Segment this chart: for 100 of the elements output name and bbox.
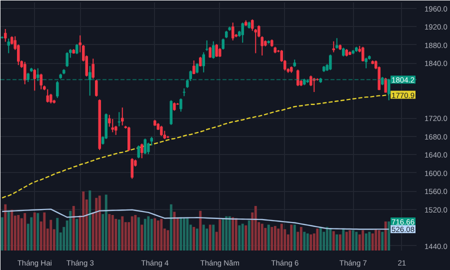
bar	[329, 228, 332, 250]
candlestick	[260, 36, 264, 56]
line-series	[2, 208, 390, 230]
bar	[280, 224, 283, 250]
bar	[225, 216, 228, 250]
bar	[121, 216, 124, 250]
bar	[371, 233, 374, 250]
bar	[199, 210, 202, 250]
bar	[10, 210, 14, 250]
bar	[310, 234, 312, 250]
bar	[4, 204, 7, 250]
bar	[182, 217, 186, 250]
candlestick	[332, 40, 336, 53]
candlestick	[75, 44, 78, 55]
bar	[378, 230, 380, 250]
candlestick	[384, 77, 388, 93]
bar	[118, 220, 120, 250]
candlestick	[192, 60, 196, 75]
candlestick	[222, 38, 225, 50]
bar	[358, 234, 361, 250]
bar	[388, 221, 390, 250]
bar	[186, 218, 189, 250]
candlestick	[170, 100, 173, 126]
bar	[290, 224, 293, 250]
bar	[170, 204, 172, 250]
bar	[111, 214, 114, 250]
bar	[150, 218, 153, 250]
bar	[36, 213, 40, 250]
bar	[76, 218, 78, 250]
candlestick	[94, 79, 98, 98]
bar	[352, 230, 354, 250]
bar	[202, 224, 205, 250]
bar	[160, 218, 163, 250]
bar	[384, 221, 387, 250]
candlestick	[56, 80, 59, 98]
bar	[355, 232, 358, 250]
bar	[0, 217, 4, 250]
bar	[300, 226, 302, 250]
bar	[134, 214, 137, 250]
bar	[114, 218, 118, 250]
candlestick	[111, 118, 114, 133]
bar	[362, 230, 364, 250]
candlestick	[130, 158, 134, 180]
candlestick	[7, 38, 10, 54]
candlestick	[328, 54, 332, 71]
candlestick	[231, 22, 234, 41]
bar	[206, 228, 208, 250]
bar	[7, 212, 10, 250]
bar	[72, 206, 75, 250]
bar	[180, 217, 182, 250]
candlestick	[215, 44, 218, 58]
bar	[368, 232, 371, 250]
candlestick	[40, 73, 43, 90]
bar	[306, 233, 309, 250]
bar	[147, 216, 150, 250]
bar	[345, 232, 348, 250]
bar	[192, 226, 196, 250]
bar	[17, 214, 20, 250]
bar	[338, 234, 342, 250]
bar	[212, 224, 215, 250]
candlestick	[33, 68, 36, 92]
candlestick	[208, 46, 212, 58]
bar	[234, 218, 238, 250]
candlestick	[179, 98, 182, 112]
bar	[33, 212, 36, 250]
candlestick	[361, 46, 364, 62]
bar	[137, 217, 140, 250]
candlestick	[46, 88, 50, 104]
candlestick	[250, 18, 254, 32]
bar	[348, 230, 352, 250]
bar	[69, 210, 72, 250]
bar	[267, 224, 270, 250]
candlestick	[196, 62, 199, 74]
bar	[244, 225, 248, 250]
candlestick	[92, 58, 95, 80]
candlestick	[120, 107, 124, 126]
candlestick	[36, 68, 40, 82]
bar	[264, 228, 267, 250]
candlestick	[66, 52, 69, 68]
bar	[82, 191, 85, 250]
bar	[104, 194, 108, 250]
bar	[303, 232, 306, 250]
bar	[241, 224, 244, 250]
bar	[56, 218, 59, 250]
candlestick	[23, 61, 26, 85]
bar	[332, 231, 335, 250]
candlestick	[144, 138, 147, 155]
bar	[95, 198, 98, 250]
bar	[50, 220, 52, 250]
bar	[196, 228, 198, 250]
candlestick	[127, 126, 130, 152]
bar	[270, 226, 274, 250]
candlestick	[140, 143, 144, 159]
bar	[228, 216, 231, 250]
bar	[156, 220, 160, 250]
bar	[319, 226, 322, 250]
bar	[232, 217, 234, 250]
bar	[30, 217, 33, 250]
bar	[374, 229, 378, 250]
bar	[154, 218, 156, 250]
